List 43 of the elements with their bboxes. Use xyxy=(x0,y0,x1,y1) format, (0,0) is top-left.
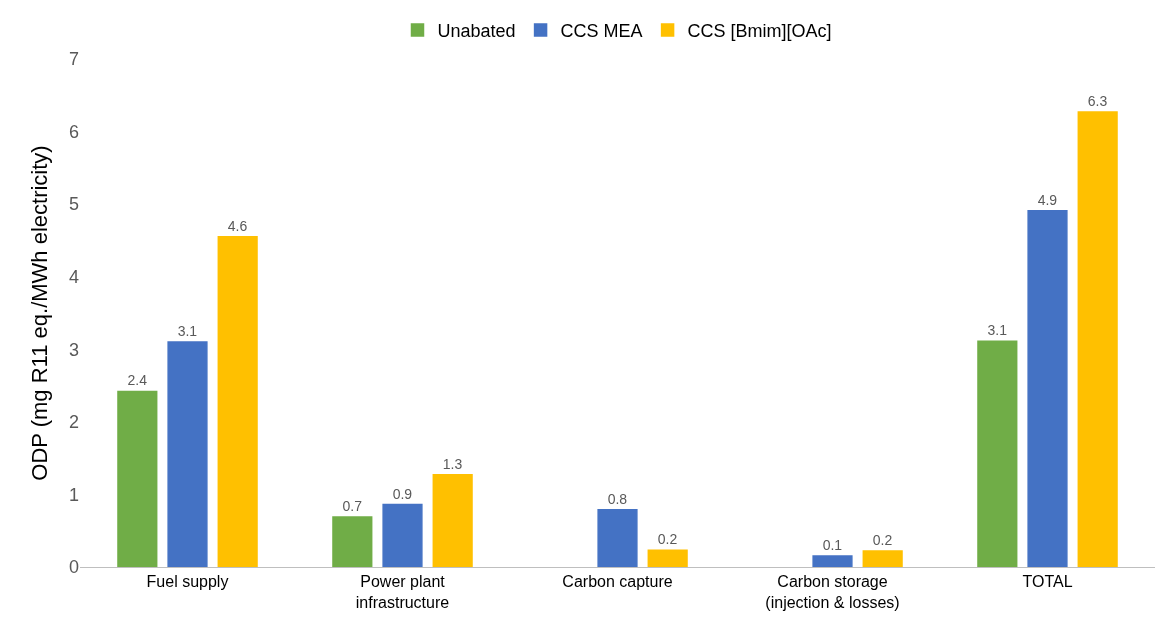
bar xyxy=(862,550,903,567)
x-tick-label: TOTAL xyxy=(1022,573,1073,591)
bar xyxy=(977,340,1018,567)
legend-label: CCS [Bmim][OAc] xyxy=(687,21,832,42)
y-tick-label: 5 xyxy=(68,194,79,215)
bar xyxy=(597,508,638,567)
bar xyxy=(217,236,258,567)
bar xyxy=(1077,111,1118,567)
data-label: 2.4 xyxy=(127,372,148,389)
y-tick-label: 3 xyxy=(68,339,79,360)
data-label: 4.9 xyxy=(1037,191,1058,208)
y-axis-title: ODP (mg R11 eq./MWh electricity) xyxy=(26,145,52,481)
y-tick-label: 6 xyxy=(68,121,79,142)
x-tick-label: Carbon capture xyxy=(562,573,673,591)
bar xyxy=(1027,209,1068,567)
x-tick-label: Carbon storage (injection & losses) xyxy=(765,573,900,611)
data-label: 0.1 xyxy=(822,537,843,554)
data-label: 0.2 xyxy=(872,532,893,549)
data-label: 0.9 xyxy=(392,485,413,502)
data-label: 0.2 xyxy=(657,531,678,548)
bar xyxy=(812,555,853,567)
legend-label: CCS MEA xyxy=(560,21,643,42)
legend-label: Unabated xyxy=(437,21,516,42)
bar xyxy=(117,390,158,567)
bar xyxy=(382,503,423,567)
data-label: 4.6 xyxy=(227,217,248,234)
x-tick-label: Power plant infrastructure xyxy=(355,573,450,611)
data-label: 0.7 xyxy=(342,497,363,514)
bar xyxy=(167,341,208,567)
y-tick-label: 2 xyxy=(68,412,79,433)
x-tick-label: Fuel supply xyxy=(146,573,229,591)
y-tick-label: 7 xyxy=(68,49,79,70)
bar xyxy=(332,516,373,567)
y-tick-label: 4 xyxy=(68,267,79,288)
data-label: 6.3 xyxy=(1087,92,1108,109)
data-label: 3.1 xyxy=(987,322,1008,339)
y-tick-label: 1 xyxy=(68,484,79,505)
bar xyxy=(432,474,473,567)
y-tick-label: 0 xyxy=(68,557,79,578)
data-label: 0.8 xyxy=(607,490,628,507)
data-label: 1.3 xyxy=(442,455,463,472)
bar xyxy=(647,549,688,567)
data-label: 3.1 xyxy=(177,323,198,340)
